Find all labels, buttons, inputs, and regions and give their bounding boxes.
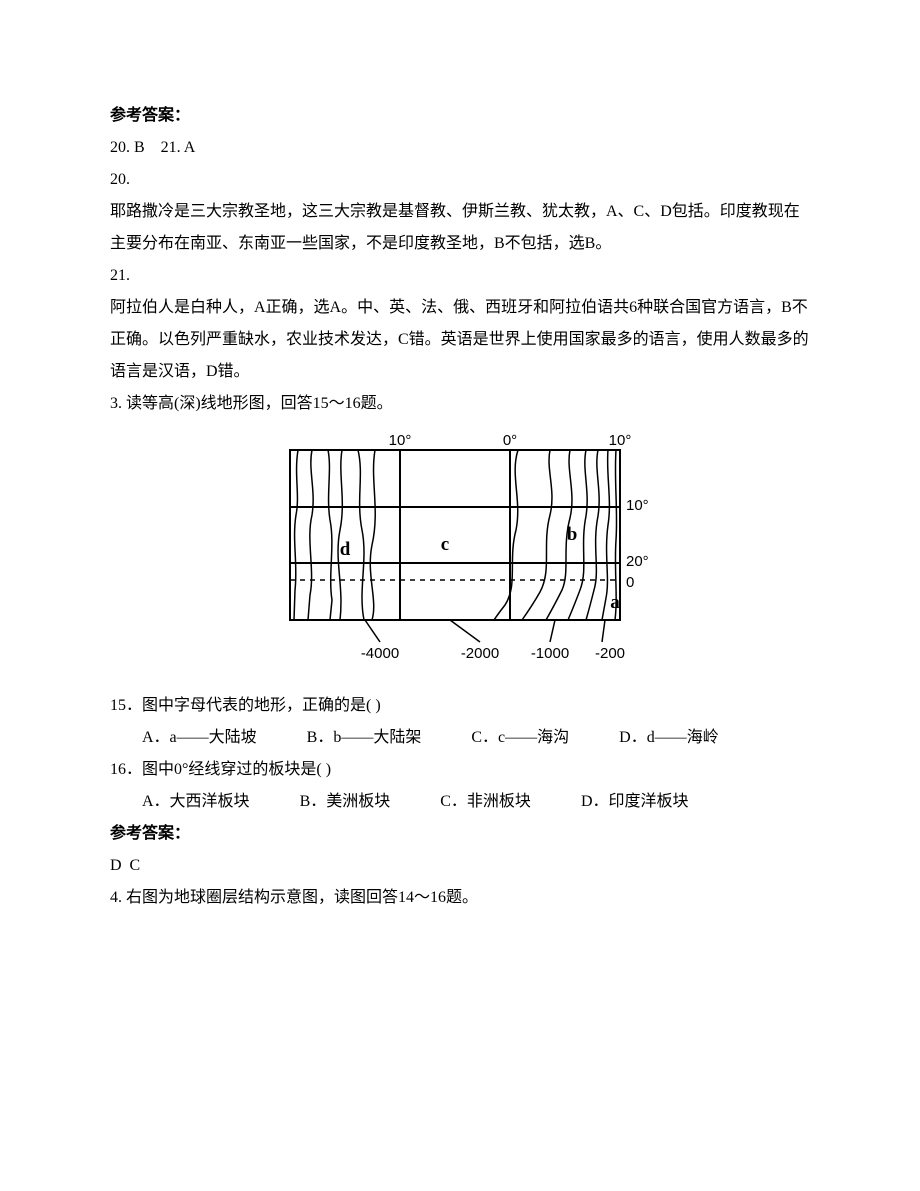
q16-option-b: B．美洲板块 — [300, 786, 391, 818]
expl20-text: 耶路撒冷是三大宗教圣地，这三大宗教是基督教、伊斯兰教、犹太教，A、C、D包括。印… — [110, 196, 810, 260]
answers-line: 20. B 21. A — [110, 132, 810, 164]
q15-options: A．a——大陆坡 B．b——大陆架 C．c——海沟 D．d——海岭 — [142, 722, 810, 754]
q15-option-c: C．c——海沟 — [471, 722, 569, 754]
q3-intro: 3. 读等高(深)线地形图，回答15～16题。 — [110, 388, 810, 420]
svg-text:c: c — [441, 534, 449, 555]
q15-text: 15．图中字母代表的地形，正确的是( ) — [110, 690, 810, 722]
answers-dc: D C — [110, 850, 810, 882]
expl20-num: 20. — [110, 164, 810, 196]
expl21-text: 阿拉伯人是白种人，A正确，选A。中、英、法、俄、西班牙和阿拉伯语共6种联合国官方… — [110, 292, 810, 388]
q15-option-d: D．d——海岭 — [619, 722, 719, 754]
q16-option-c: C．非洲板块 — [440, 786, 531, 818]
q15-option-a: A．a——大陆坡 — [142, 722, 257, 754]
svg-text:b: b — [567, 524, 578, 545]
answer-heading-2: 参考答案： — [110, 818, 810, 850]
svg-text:a: a — [610, 592, 620, 613]
answer-heading: 参考答案： — [110, 100, 810, 132]
svg-text:-4000: -4000 — [361, 645, 399, 662]
svg-text:10°: 10° — [389, 432, 412, 449]
svg-text:20°: 20° — [626, 553, 649, 570]
svg-text:-2000: -2000 — [461, 645, 499, 662]
svg-text:d: d — [340, 539, 351, 560]
q16-options: A．大西洋板块 B．美洲板块 C．非洲板块 D．印度洋板块 — [142, 786, 810, 818]
contour-diagram: 10° 0° 10° 10° 20° 0 -4000 -2000 -1000 -200 d c b a — [110, 430, 810, 670]
q15-option-b: B．b——大陆架 — [307, 722, 422, 754]
svg-text:0: 0 — [626, 574, 634, 591]
q16-option-a: A．大西洋板块 — [142, 786, 250, 818]
svg-text:-1000: -1000 — [531, 645, 569, 662]
svg-text:10°: 10° — [626, 497, 649, 514]
svg-text:10°: 10° — [609, 432, 632, 449]
svg-text:-200: -200 — [595, 645, 625, 662]
svg-text:0°: 0° — [503, 432, 517, 449]
q4-intro: 4. 右图为地球圈层结构示意图，读图回答14～16题。 — [110, 882, 810, 914]
q16-text: 16．图中0°经线穿过的板块是( ) — [110, 754, 810, 786]
expl21-num: 21. — [110, 260, 810, 292]
q16-option-d: D．印度洋板块 — [581, 786, 689, 818]
